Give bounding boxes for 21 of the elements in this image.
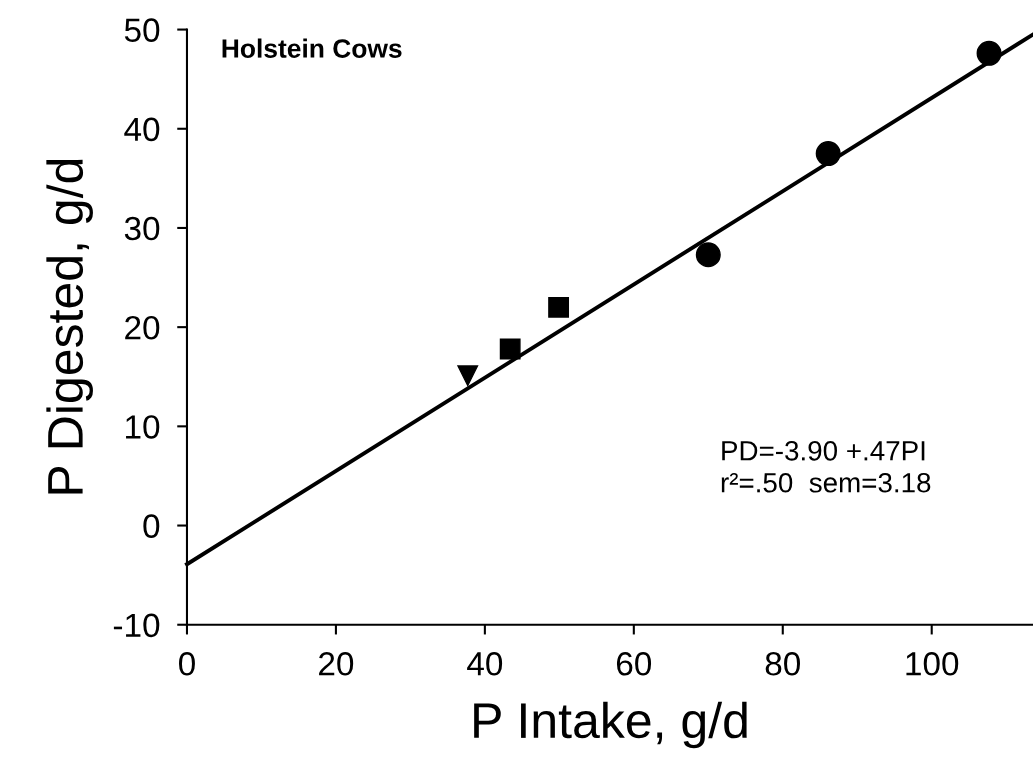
y-tick-label: 40 [124,117,160,142]
point [457,365,479,387]
y-tick-label: 30 [124,216,160,241]
x-tick-label: 0 [179,652,195,676]
x-tick-label: 100 [906,652,959,676]
x-tick-label: 80 [765,652,800,676]
x-tick-label: 20 [319,652,354,676]
point [499,338,521,360]
annotation: Holstein Cows [222,38,402,58]
y-tick-label: 50 [124,18,160,42]
annotation: PD=-3.90 +.47PI r²=.50 sem=3.18 [721,440,931,493]
x-tick-label: 60 [616,652,652,676]
point [695,242,721,268]
point [548,296,570,318]
x-tick-label: 40 [467,652,503,676]
y-tick-label: 20 [125,315,160,340]
y-tick-label: 0 [143,514,160,538]
y-tick-label: 10 [126,415,160,439]
y-tick-label: -10 [113,613,160,638]
y-axis-title: P Digested, g/d [46,159,93,494]
x-axis-title: P Intake, g/d [474,701,747,749]
